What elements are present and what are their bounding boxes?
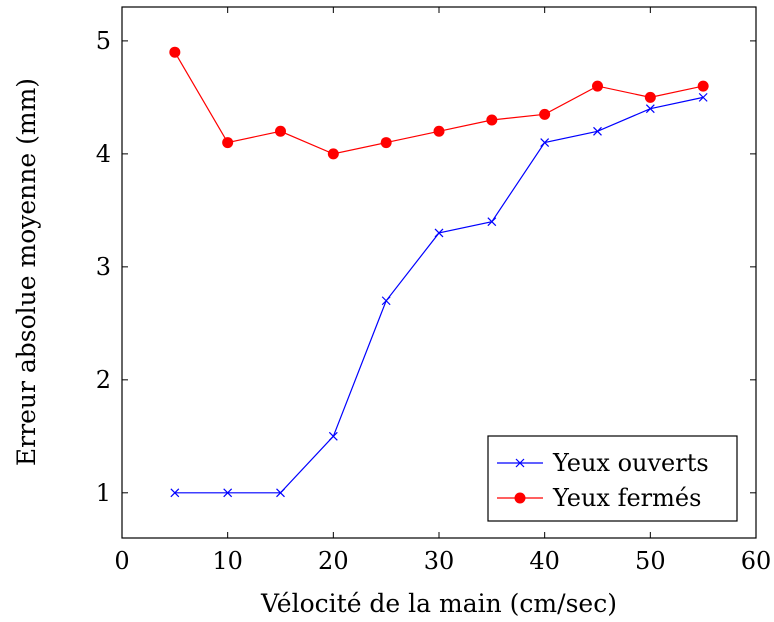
legend: Yeux ouverts Yeux fermés (487, 435, 738, 522)
data-point (276, 488, 285, 498)
y-axis-title: Erreur absolue moyenne (mm) (12, 78, 41, 466)
data-point (222, 137, 234, 149)
x-tick-label: 40 (529, 547, 560, 575)
x-tick-label: 50 (635, 547, 666, 575)
data-point (170, 488, 180, 498)
data-point (698, 92, 708, 102)
series-line-1 (174, 51, 704, 155)
legend-box (487, 435, 738, 522)
x-axis-title: Vélocité de la main (cm/sec) (260, 589, 617, 618)
data-point (223, 488, 233, 498)
data-point (275, 125, 286, 137)
data-point (487, 217, 497, 227)
data-point (328, 431, 338, 441)
x-tick-label: 30 (424, 547, 455, 575)
y-tick-label: 4 (96, 140, 111, 168)
data-point (381, 296, 391, 306)
y-tick-label: 5 (96, 27, 111, 55)
data-point (540, 138, 550, 147)
legend-label-yeux-ouverts: Yeux ouverts (552, 449, 709, 477)
series-layer (169, 46, 709, 498)
x-tick-label: 20 (318, 547, 349, 575)
data-point (433, 125, 445, 137)
series-line-0 (174, 96, 704, 494)
data-point (593, 126, 602, 136)
data-point (486, 114, 498, 126)
legend-marker-yeux-ouverts (515, 458, 525, 468)
data-point (697, 80, 709, 92)
data-point (380, 137, 392, 149)
x-tick-label: 0 (114, 547, 129, 575)
data-point (169, 46, 181, 58)
data-point (327, 148, 339, 160)
y-tick-label: 3 (96, 253, 111, 281)
legend-marker-yeux-fermes (514, 492, 526, 504)
x-tick-label: 10 (212, 547, 243, 575)
y-tick-label: 1 (96, 479, 111, 507)
legend-label-yeux-fermes: Yeux fermés (552, 484, 701, 512)
data-point (539, 108, 551, 120)
data-point (644, 91, 656, 103)
y-tick-label: 2 (96, 366, 111, 394)
data-point (645, 104, 655, 114)
data-point (592, 80, 603, 92)
axis-ticks: 0 10 20 30 40 50 60 1 2 3 4 5 (96, 7, 772, 575)
x-tick-label: 60 (741, 547, 772, 575)
data-point (434, 228, 444, 238)
